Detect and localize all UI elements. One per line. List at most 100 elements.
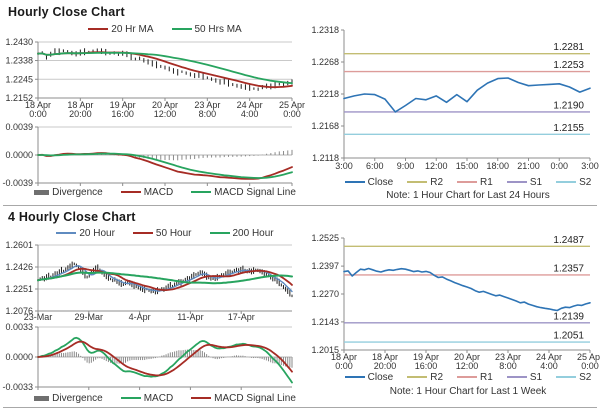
legend-swatch [171,28,192,30]
legend-label: 20 Hr MA [111,23,154,35]
legend-item-r1: R1 [457,372,493,383]
tick-label: 3:00 [581,161,599,171]
tick-label: 12:00 [154,109,177,119]
tick-label: 20 Apr [152,100,178,110]
pivot-label-r1: 1.2357 [553,263,584,274]
tick-label: 1.2426 [5,262,33,272]
legend-swatch [457,376,478,378]
legend-swatch [407,376,428,378]
legend-label: MACD Signal Line [214,186,296,198]
legend-swatch [191,397,212,399]
tick-label: 1.2118 [312,153,339,163]
macd-line [37,336,293,384]
horizontal-divider-bottom [3,407,597,408]
legend-label: MACD [143,186,174,198]
legend-swatch [34,395,50,401]
tick-label: 16:00 [415,361,438,371]
tick-label: 0.0000 [5,352,33,362]
tick-label: 0:00 [283,109,301,119]
four-hourly-macd-chart: 0.0033 0.0000 -0.0033 [2,322,293,392]
tick-label: 9:00 [397,161,415,171]
hourly-ma-legend: 20 Hr MA 50 Hrs MA [38,23,292,35]
pivot-24h-legend: Close R2 R1 S1 S2 [344,176,592,188]
legend-label: Divergence [52,392,103,404]
close-line [343,77,591,113]
tick-label: 1.2525 [311,233,339,243]
tick-label: 0:00 [335,361,353,371]
legend-swatch [457,181,478,183]
legend-item-divergence: Divergence [34,393,103,404]
tick-label: -0.0039 [2,178,33,188]
ma-line-12 [37,267,293,291]
legend-item-macd: MACD [120,186,174,198]
tick-label: 15:00 [456,161,479,171]
legend-item-r1: R1 [457,177,493,188]
tick-label: 20 Apr [454,352,480,362]
legend-item-s2: S2 [556,177,591,188]
legend-swatch [506,181,527,183]
tick-label: 19 Apr [110,100,136,110]
legend-swatch [120,191,141,193]
legend-item-s1: S1 [506,371,543,383]
hourly-macd-legend: Divergence MACD MACD Signal Line [34,186,296,198]
hourly-macd-chart: 0.0039 0.0000 -0.0039 [2,122,293,188]
tick-label: 24 Apr [237,100,263,110]
four-hourly-close-chart-title: 4 Hourly Close Chart [8,210,136,224]
ma-line-50 [37,271,293,285]
legend-label: S2 [579,371,592,383]
tick-label: 18 Apr [372,352,398,362]
legend-item-20-hour: 20 Hour [56,228,115,239]
tick-label: 21:00 [517,161,540,171]
legend-swatch [88,28,109,30]
legend-item-200-hour: 200 Hour [209,228,274,239]
legend-label: S1 [529,371,543,383]
legend-label: 20 Hour [79,227,115,239]
legend-label: MACD [143,392,174,404]
tick-label: 24 Apr [536,352,562,362]
tick-label: 29-Mar [75,312,104,322]
tick-label: 11-Apr [177,312,203,322]
macd-signal-line [37,152,293,179]
tick-label: 1.2168 [311,121,339,131]
tick-label: 1.2270 [311,289,339,299]
hourly-close-chart-title: Hourly Close Chart [8,5,125,19]
tick-label: 1.2397 [311,261,339,271]
legend-item-50-hrs-ma: 50 Hrs MA [171,24,242,35]
tick-label: 0.0000 [5,150,33,160]
tick-label: 0.0039 [5,122,33,132]
legend-item-r2: R2 [407,372,443,383]
pivot-label-s2: 1.2155 [553,123,584,134]
tick-label: 4:00 [540,361,558,371]
four-hourly-macd-legend: Divergence MACD MACD Signal Line [34,392,296,404]
legend-item-close: Close [344,372,393,383]
tick-label: -0.0033 [2,382,33,392]
ma-line-10 [37,51,293,89]
legend-swatch [407,181,428,183]
legend-swatch [556,376,577,378]
tick-label: 8:00 [199,109,217,119]
legend-swatch [506,376,527,378]
tick-label: 1.2338 [5,56,33,66]
ma-line-25 [37,51,293,84]
legend-label: R2 [430,371,444,383]
legend-label: R2 [430,176,444,188]
tick-label: 4:00 [241,109,259,119]
tick-label: 1.2268 [311,57,339,67]
legend-label: Close [367,176,394,188]
legend-swatch [344,181,365,183]
legend-swatch [132,232,153,234]
legend-item-r2: R2 [407,177,443,188]
legend-swatch [209,232,230,234]
legend-item-close: Close [344,176,394,188]
tick-label: 0:00 [29,109,47,119]
pivot-label-s1: 1.2139 [553,311,584,322]
legend-label: MACD Signal Line [214,392,296,404]
legend-item-s1: S1 [506,177,542,188]
tick-label: 0.0033 [5,322,33,332]
legend-swatch [344,376,365,378]
tick-label: 4-Apr [129,312,151,322]
legend-swatch [56,232,77,234]
